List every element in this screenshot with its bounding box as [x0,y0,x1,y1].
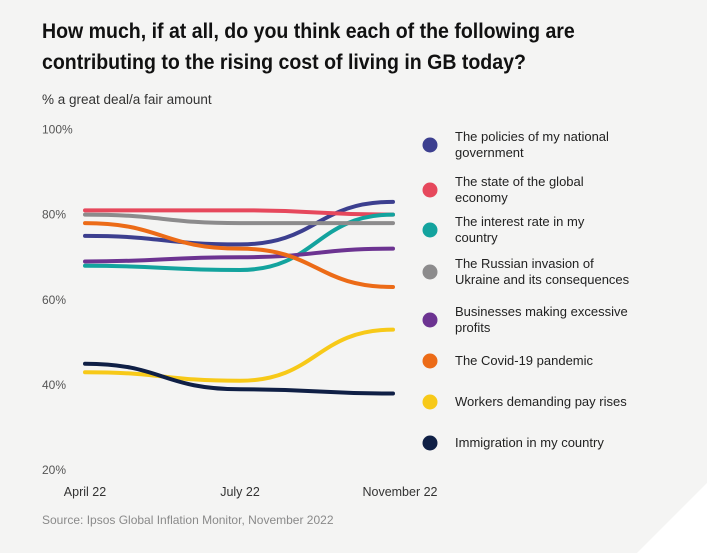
legend-label: The Covid-19 pandemic [455,353,594,368]
chart-source: Source: Ipsos Global Inflation Monitor, … [42,513,334,527]
series-line [83,212,395,272]
chart-title: How much, if at all, do you think each o… [42,20,575,74]
series-line [83,361,395,396]
legend-label: Businesses making excessive profits [455,304,628,335]
chart-subtitle: % a great deal/a fair amount [42,92,212,107]
legend-marker [422,264,438,280]
legend-label: The state of the global economy [455,174,584,205]
legend-marker [422,353,438,369]
x-tick-label: November 22 [362,485,437,499]
y-tick-label: 80% [42,208,66,222]
legend-marker [422,182,438,198]
legend-label: The interest rate in my country [455,214,585,245]
legend-label: The policies of my national government [455,129,609,160]
corner-decoration [637,483,707,553]
y-tick-label: 60% [42,293,66,307]
legend-label: The Russian invasion of Ukraine and its c… [455,256,630,287]
x-tick-label: July 22 [220,485,260,499]
series-line [83,327,395,383]
series-line [83,199,395,247]
series-line [83,246,395,264]
series-line [83,212,395,226]
y-tick-label: 100% [42,122,73,136]
y-tick-label: 20% [42,463,66,477]
series-line [83,208,395,217]
legend-marker [422,435,438,451]
series-line [83,221,395,290]
legend-marker [422,222,438,238]
legend-label: Immigration in my country [455,435,604,450]
legend-marker [422,394,438,410]
legend-label: Workers demanding pay rises [455,394,627,409]
legend-marker [422,137,438,153]
x-tick-label: April 22 [64,485,106,499]
y-tick-label: 40% [42,378,66,392]
legend-marker [422,312,438,328]
